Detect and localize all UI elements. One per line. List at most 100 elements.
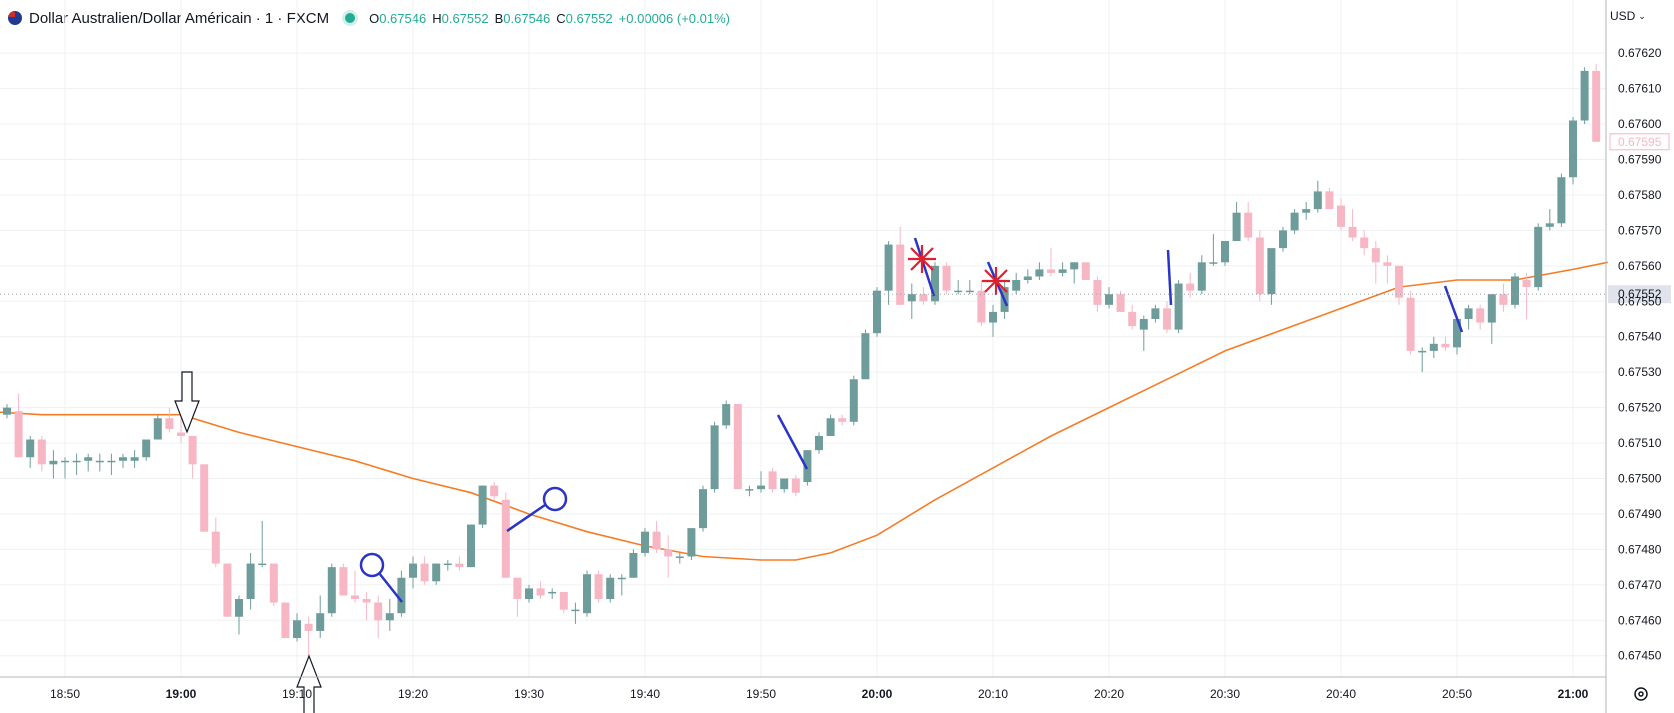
candle-body [235,599,243,617]
candle-body [1569,120,1577,178]
candle [200,464,209,532]
currency-label: USD [1610,9,1636,23]
candle-body [791,478,800,493]
candle [768,467,777,493]
candle-body [37,439,46,465]
y-tick-label: 0.67470 [1618,578,1662,592]
candle-body [849,379,858,422]
line-drawing[interactable] [506,503,546,533]
candle [907,283,916,320]
candle [1070,262,1079,284]
candle-body [362,599,371,603]
candle-body [165,418,174,429]
candle-body [1139,319,1148,330]
candle-body [1464,308,1473,320]
low-label: B [494,10,504,26]
candle [327,563,336,617]
candle [1267,248,1276,305]
candle-body [1116,294,1125,312]
candle-body [815,435,823,451]
circle-drawing[interactable] [542,486,568,512]
line-drawing[interactable] [1166,249,1173,306]
candle-body [107,460,116,463]
candle [757,471,765,493]
candle-body [1360,237,1369,249]
x-tick-label: 20:10 [978,687,1008,701]
candle-body [1267,248,1276,295]
candle [501,492,510,578]
y-tick-label: 0.67500 [1618,472,1662,486]
gear-icon [1634,687,1648,701]
candle [1418,347,1427,373]
candle-body [675,556,684,558]
candle [1313,180,1322,213]
candle-body [61,460,69,463]
currency-selector[interactable]: USD ⌄ [1610,4,1646,28]
candle-body [339,567,348,596]
candle [977,280,986,327]
candle [525,584,533,603]
candle [130,450,139,468]
candle [1081,262,1090,281]
candle [14,393,23,458]
candle-body [1453,319,1461,348]
y-tick-label: 0.67570 [1618,223,1662,237]
up-arrow-drawing[interactable] [296,654,322,713]
candle-body [1035,269,1044,277]
candle [1580,67,1589,125]
candle-body [884,244,893,291]
symbol-title[interactable]: Dollar Australien/Dollar Américain · 1 ·… [29,9,330,27]
candle [1093,276,1102,312]
candle-body [223,563,232,617]
candle-body [432,563,441,582]
candle-body [838,418,847,422]
candle [1569,116,1577,185]
candle [1429,336,1438,358]
candle-body [14,411,23,458]
candle-body [1545,223,1554,227]
chart-settings-button[interactable] [1630,683,1652,705]
candle-body [397,577,406,614]
candle [223,563,232,617]
drawings-layer [174,237,1464,713]
line-drawing[interactable] [913,237,936,297]
candle-body [699,489,707,529]
y-tick-label: 0.67580 [1618,188,1662,202]
down-arrow-drawing[interactable] [174,371,200,434]
cross-drawing[interactable] [908,245,936,273]
circle-drawing[interactable] [359,552,385,578]
line-drawing[interactable] [378,572,403,603]
candle-body [84,457,93,461]
candle-body [1070,262,1079,270]
candle-body [1534,226,1543,288]
candle [1221,241,1229,266]
candle [1487,294,1496,344]
candle [1047,248,1055,277]
candle [1151,304,1160,323]
candle [1012,272,1021,295]
candle [316,595,325,639]
candle-body [583,574,591,614]
candle [617,574,626,596]
candle [1464,304,1473,330]
candle-body [942,265,951,291]
candle-body [501,499,510,578]
candle [177,418,185,444]
cross-drawing[interactable] [982,267,1010,295]
candle [281,602,290,639]
candle [142,439,151,461]
candle [1395,265,1403,305]
candle [536,581,545,600]
candle-body [687,528,696,557]
line-drawing[interactable] [1443,285,1464,333]
candle-body [641,531,649,553]
candle [1163,301,1171,334]
candle-body [733,404,742,490]
chart-legend: Dollar Australien/Dollar Américain · 1 ·… [8,7,736,29]
candle [490,482,499,500]
line-drawing[interactable] [776,414,809,470]
candle-body [745,489,754,491]
candle [780,478,789,493]
candle [1441,336,1450,351]
